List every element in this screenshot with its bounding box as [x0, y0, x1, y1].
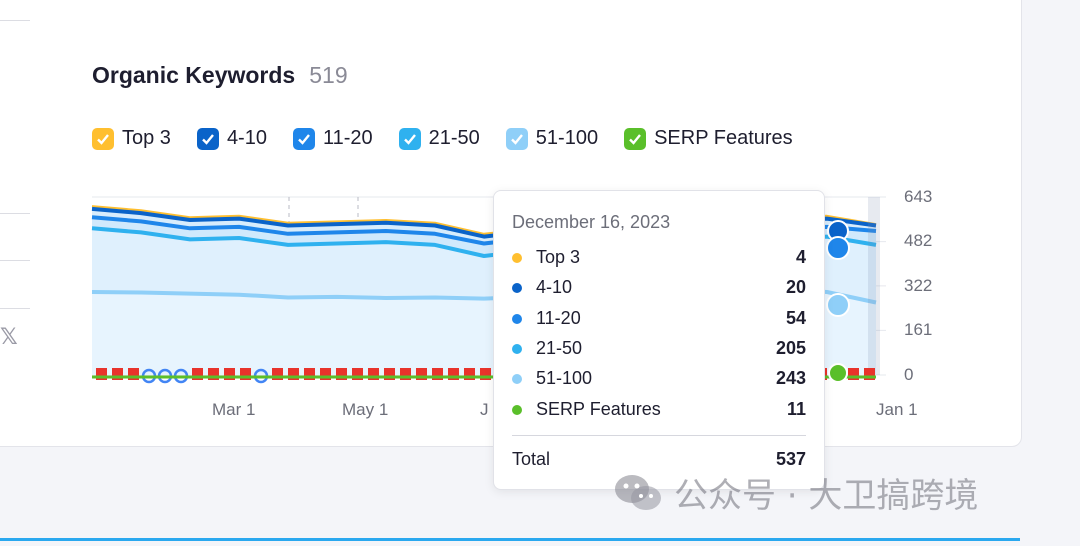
event-flag-icon [352, 368, 363, 380]
divider [0, 213, 30, 214]
legend-dot-icon [512, 252, 522, 263]
tooltip-row-4-10: 4-10 20 [512, 277, 806, 298]
legend-label: SERP Features [654, 127, 793, 149]
event-flag-icon [384, 368, 395, 380]
tooltip-row-value: 243 [775, 368, 806, 388]
event-flag-icon [240, 368, 251, 380]
watermark: 公众号 · 大卫搞跨境 [612, 468, 978, 517]
watermark-text: 公众号 · 大卫搞跨境 [674, 476, 979, 516]
legend-dot-icon [512, 343, 522, 354]
tooltip-row-label: 11-20 [536, 308, 581, 328]
event-flag-icon [864, 368, 875, 380]
legend-label: 11-20 [322, 127, 373, 149]
hover-point [826, 236, 850, 260]
x-tick-label: J [480, 400, 489, 419]
tooltip-row-21-50: 21-50 205 [512, 338, 806, 359]
legend-label: 21-50 [428, 127, 480, 149]
legend-4-10[interactable]: 4-10 [196, 127, 267, 150]
tooltip-row-value: 205 [775, 338, 806, 358]
tooltip-row-label: 4-10 [536, 277, 573, 297]
legend-serp-features[interactable]: SERP Features [624, 127, 793, 150]
y-tick-label: 643 [904, 187, 933, 206]
event-flag-icon [448, 368, 459, 380]
divider [0, 260, 30, 261]
event-flag-icon [416, 368, 427, 380]
event-flag-icon [288, 368, 299, 380]
checkbox-icon[interactable] [92, 127, 114, 150]
legend-dot-icon [512, 313, 522, 324]
divider [0, 20, 30, 21]
y-tick-label: 482 [904, 231, 933, 250]
tooltip-row-label: 51-100 [536, 368, 593, 388]
legend-dot-icon [512, 282, 522, 293]
checkbox-icon[interactable] [196, 127, 219, 150]
tooltip-row-serp-features: SERP Features 11 [512, 399, 806, 420]
hover-column [868, 197, 880, 375]
event-flag-icon [96, 368, 107, 380]
event-flag-icon [432, 368, 443, 380]
checkbox-icon[interactable] [398, 127, 421, 150]
legend-label: Top 3 [122, 127, 171, 149]
checkbox-icon[interactable] [505, 127, 528, 150]
wechat-icon [612, 471, 664, 515]
legend-label: 4-10 [226, 127, 267, 149]
x-tick-label: Jan 1 [876, 400, 918, 419]
divider [0, 308, 30, 309]
legend-21-50[interactable]: 21-50 [398, 127, 480, 150]
legend-label: 51-100 [535, 127, 599, 149]
event-flag-icon [128, 368, 139, 380]
chart-tooltip: December 16, 2023 Top 3 4 4-10 20 11-20 … [493, 190, 825, 490]
event-flag-icon [368, 368, 379, 380]
widget-header: Organic Keywords 519 [92, 62, 348, 89]
x-tick-label: May 1 [342, 400, 389, 419]
y-tick-label: 0 [904, 365, 914, 384]
tooltip-row-label: SERP Features [536, 399, 661, 419]
y-tick-label: 161 [904, 320, 933, 339]
event-flag-icon [208, 368, 219, 380]
keyword-count: 519 [309, 62, 348, 88]
event-flag-icon [400, 368, 411, 380]
tooltip-row-value: 54 [785, 308, 806, 328]
event-flag-icon [224, 368, 235, 380]
event-flag-icon [304, 368, 315, 380]
tooltip-row-value: 11 [786, 399, 806, 419]
chart-legend: Top 3 4-10 11-20 21-50 51-100 SERP Featu… [92, 127, 793, 150]
event-flag-icon [848, 368, 859, 380]
x-tick-label: Mar 1 [212, 400, 256, 419]
event-flag-icon [320, 368, 331, 380]
event-flag-icon [336, 368, 347, 380]
event-flag-icon [272, 368, 283, 380]
event-flag-icon [112, 368, 123, 380]
tooltip-row-11-20: 11-20 54 [512, 308, 806, 329]
section-divider [0, 538, 1020, 541]
checkbox-icon[interactable] [292, 127, 315, 150]
tooltip-total-label: Total [512, 449, 551, 469]
widget-title: Organic Keywords [92, 62, 296, 88]
tooltip-row-label: 21-50 [536, 338, 583, 358]
legend-11-20[interactable]: 11-20 [292, 127, 373, 150]
y-tick-label: 322 [904, 276, 933, 295]
legend-dot-icon [512, 404, 522, 415]
tooltip-row-value: 20 [785, 277, 806, 297]
tooltip-total-value: 537 [775, 449, 806, 469]
tooltip-row-top3: Top 3 4 [512, 247, 806, 268]
tooltip-row-label: Top 3 [536, 247, 581, 267]
tooltip-row-value: 4 [795, 247, 806, 267]
legend-51-100[interactable]: 51-100 [505, 127, 599, 150]
hover-point [826, 293, 850, 317]
tooltip-total-row: Total 537 [512, 449, 806, 470]
tooltip-date: December 16, 2023 [512, 212, 671, 232]
event-flag-icon [464, 368, 475, 380]
legend-dot-icon [512, 373, 522, 384]
hover-point [828, 363, 848, 383]
checkbox-icon[interactable] [624, 127, 647, 150]
legend-top3[interactable]: Top 3 [92, 127, 171, 150]
event-flag-icon [480, 368, 491, 380]
x-twitter-icon[interactable]: 𝕏 [0, 325, 18, 350]
tooltip-divider [512, 435, 806, 436]
event-flag-icon [192, 368, 203, 380]
tooltip-row-51-100: 51-100 243 [512, 368, 806, 389]
